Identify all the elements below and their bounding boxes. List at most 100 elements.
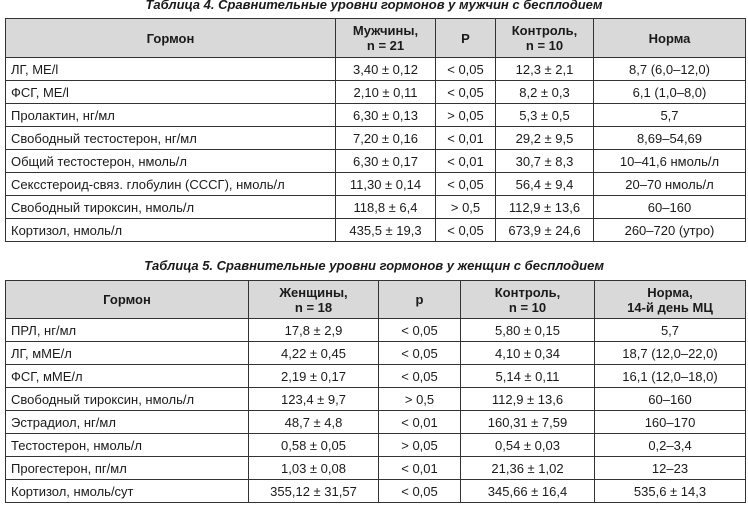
header-cell: Мужчины, n = 21 xyxy=(335,18,436,58)
table-cell: 2,10 ± 0,11 xyxy=(335,80,436,104)
table-cell: Кортизол, нмоль/сут xyxy=(5,479,249,503)
table-cell: 5,14 ± 0,11 xyxy=(460,364,595,388)
table-cell: 0,2–3,4 xyxy=(594,433,746,457)
table-cell: < 0,01 xyxy=(435,126,496,150)
table-cell: 260–720 (утро) xyxy=(593,218,746,242)
header-cell: Контроль, n = 10 xyxy=(460,280,595,319)
table-cell: 6,1 (1,0–8,0) xyxy=(593,80,746,104)
table-cell: ФСГ, мМЕ/л xyxy=(5,364,249,388)
table-cell: 11,30 ± 0,14 xyxy=(335,172,436,196)
table-row: Прогестерон, пг/мл 1,03 ± 0,08 < 0,01 21,36… xyxy=(5,456,746,480)
table-cell: 29,2 ± 9,5 xyxy=(495,126,594,150)
table-cell: 60–160 xyxy=(594,387,746,411)
table-cell: < 0,01 xyxy=(435,149,496,173)
table-row: ФСГ, МЕ/l 2,10 ± 0,11 < 0,05 8,2 ± 0,3 6,1 (… xyxy=(5,80,746,104)
table-cell: 1,03 ± 0,08 xyxy=(248,456,379,480)
table-cell: 123,4 ± 9,7 xyxy=(248,387,379,411)
table-cell: 160–170 xyxy=(594,410,746,434)
table-row: Сексстероид-связ. глобулин (СССГ), нмоль… xyxy=(5,172,746,196)
header-cell: Гормон xyxy=(5,280,249,319)
header-cell: Норма, 14-й день МЦ xyxy=(594,280,746,319)
header-row: Гормон Мужчины, n = 21 P Контроль, n = 10 Но… xyxy=(5,18,746,58)
table-cell: ПРЛ, нг/мл xyxy=(5,318,249,342)
table-row: Свободный тестостерон, нг/мл 7,20 ± 0,16 <… xyxy=(5,126,746,150)
table-cell: > 0,05 xyxy=(378,433,461,457)
header-cell: Женщины, n = 18 xyxy=(248,280,379,319)
table-cell: ЛГ, мМЕ/л xyxy=(5,341,249,365)
table-row: Кортизол, нмоль/сут 355,12 ± 31,57 < 0,05 3… xyxy=(5,479,746,503)
table-cell: < 0,01 xyxy=(378,410,461,434)
table-row: ПРЛ, нг/мл 17,8 ± 2,9 < 0,05 5,80 ± 0,15 5,7 xyxy=(5,318,746,342)
table-row: Общий тестостерон, нмоль/л 6,30 ± 0,17 < 0… xyxy=(5,149,746,173)
table-cell: Сексстероид-связ. глобулин (СССГ), нмоль… xyxy=(5,172,336,196)
table-cell: 345,66 ± 16,4 xyxy=(460,479,595,503)
table-row: Свободный тироксин, нмоль/л 118,8 ± 6,4 > … xyxy=(5,195,746,219)
table-cell: ЛГ, МЕ/l xyxy=(5,57,336,81)
table-cell: < 0,05 xyxy=(435,218,496,242)
table-cell: 60–160 xyxy=(593,195,746,219)
table-cell: > 0,05 xyxy=(435,103,496,127)
table-title: Таблица 5. Сравнительные уровни гормонов… xyxy=(144,258,604,273)
header-cell: p xyxy=(378,280,461,319)
table-cell: 355,12 ± 31,57 xyxy=(248,479,379,503)
table-cell: < 0,05 xyxy=(378,341,461,365)
table-cell: < 0,05 xyxy=(378,479,461,503)
table-cell: 5,80 ± 0,15 xyxy=(460,318,595,342)
table-row: ЛГ, МЕ/l 3,40 ± 0,12 < 0,05 12,3 ± 2,1 8,7 (… xyxy=(5,57,746,81)
table-cell: Общий тестостерон, нмоль/л xyxy=(5,149,336,173)
table-row: Пролактин, нг/мл 6,30 ± 0,13 > 0,05 5,3 ± 0… xyxy=(5,103,746,127)
table-cell: 0,58 ± 0,05 xyxy=(248,433,379,457)
table-cell: 8,2 ± 0,3 xyxy=(495,80,594,104)
table-cell: 56,4 ± 9,4 xyxy=(495,172,594,196)
table-cell: Эстрадиол, нг/мл xyxy=(5,410,249,434)
table-cell: 8,69–54,69 xyxy=(593,126,746,150)
table-cell: 4,10 ± 0,34 xyxy=(460,341,595,365)
table-cell: 30,7 ± 8,3 xyxy=(495,149,594,173)
table-title: Таблица 4. Сравнительные уровни гормонов… xyxy=(145,0,603,12)
table-cell: 10–41,6 нмоль/л xyxy=(593,149,746,173)
table-cell: Кортизол, нмоль/л xyxy=(5,218,336,242)
table-cell: < 0,05 xyxy=(378,364,461,388)
table-cell: 112,9 ± 13,6 xyxy=(460,387,595,411)
hormone-table-women: Гормон Женщины, n = 18 p Контроль, n = 10 Но… xyxy=(5,280,746,503)
table-cell: 5,7 xyxy=(594,318,746,342)
table-cell: 160,31 ± 7,59 xyxy=(460,410,595,434)
table-cell: 12–23 xyxy=(594,456,746,480)
table-row: Эстрадиол, нг/мл 48,7 ± 4,8 < 0,01 160,31 ±… xyxy=(5,410,746,434)
table-cell: 6,30 ± 0,13 xyxy=(335,103,436,127)
table-cell: < 0,01 xyxy=(378,456,461,480)
table-cell: 4,22 ± 0,45 xyxy=(248,341,379,365)
table-cell: 17,8 ± 2,9 xyxy=(248,318,379,342)
table-cell: 21,36 ± 1,02 xyxy=(460,456,595,480)
table-cell: 8,7 (6,0–12,0) xyxy=(593,57,746,81)
table-cell: 2,19 ± 0,17 xyxy=(248,364,379,388)
table-cell: 5,3 ± 0,5 xyxy=(495,103,594,127)
table-row: ЛГ, мМЕ/л 4,22 ± 0,45 < 0,05 4,10 ± 0,34 18,… xyxy=(5,341,746,365)
table-row: Тестостерон, нмоль/л 0,58 ± 0,05 > 0,05 0,5… xyxy=(5,433,746,457)
header-cell: Гормон xyxy=(5,18,336,58)
table-cell: < 0,05 xyxy=(435,172,496,196)
table-cell: > 0,5 xyxy=(378,387,461,411)
table-cell: 0,54 ± 0,03 xyxy=(460,433,595,457)
table-cell: 435,5 ± 19,3 xyxy=(335,218,436,242)
table-cell: 3,40 ± 0,12 xyxy=(335,57,436,81)
table-row: Свободный тироксин, нмоль/л 123,4 ± 9,7 > … xyxy=(5,387,746,411)
table-cell: < 0,05 xyxy=(378,318,461,342)
table-cell: Свободный тироксин, нмоль/л xyxy=(5,387,249,411)
table-cell: Свободный тестостерон, нг/мл xyxy=(5,126,336,150)
hormone-table-men: Гормон Мужчины, n = 21 P Контроль, n = 10 Но… xyxy=(5,18,746,242)
header-cell: Контроль, n = 10 xyxy=(495,18,594,58)
table-cell: 535,6 ± 14,3 xyxy=(594,479,746,503)
table-cell: 6,30 ± 0,17 xyxy=(335,149,436,173)
table-cell: Прогестерон, пг/мл xyxy=(5,456,249,480)
table-row: ФСГ, мМЕ/л 2,19 ± 0,17 < 0,05 5,14 ± 0,11 16… xyxy=(5,364,746,388)
table-cell: 12,3 ± 2,1 xyxy=(495,57,594,81)
table-cell: ФСГ, МЕ/l xyxy=(5,80,336,104)
table-cell: 7,20 ± 0,16 xyxy=(335,126,436,150)
header-cell: Норма xyxy=(593,18,746,58)
table-cell: 20–70 нмоль/л xyxy=(593,172,746,196)
table-cell: 18,7 (12,0–22,0) xyxy=(594,341,746,365)
table-cell: Пролактин, нг/мл xyxy=(5,103,336,127)
table-cell: 16,1 (12,0–18,0) xyxy=(594,364,746,388)
